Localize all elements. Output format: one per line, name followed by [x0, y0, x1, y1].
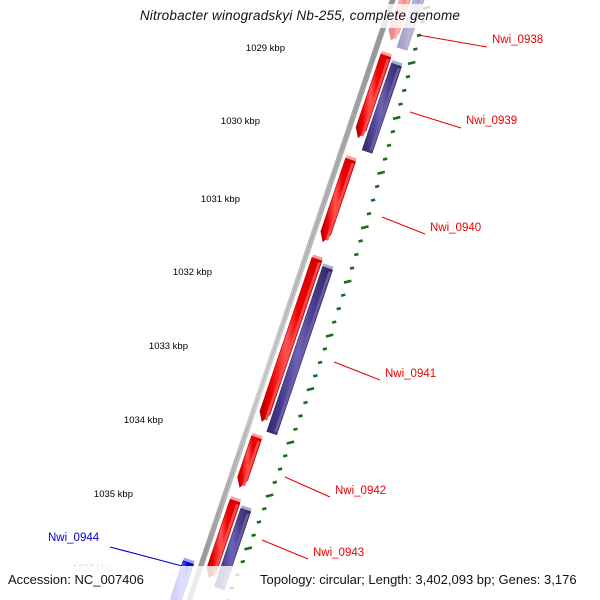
page-title: Nitrobacter winogradskyi Nb-255, complet… [139, 8, 461, 23]
label-leader-lines [109, 34, 488, 567]
gene-label-Nwi_0944[interactable]: Nwi_0944 [48, 532, 100, 544]
scale-tick-label: 1031 kbp [200, 194, 240, 205]
leader-line-Nwi_0943 [261, 539, 309, 560]
gene-label-Nwi_0940[interactable]: Nwi_0940 [430, 222, 482, 234]
scale-tick-label: 1033 kbp [148, 341, 188, 352]
scale-tick-label: 1030 kbp [220, 116, 260, 127]
gene-Nwi_0942-fwd [237, 432, 263, 488]
leader-line-Nwi_0944 [109, 546, 183, 567]
scale-tick-label: 1032 kbp [172, 267, 212, 278]
scale-tick-label: 1029 kbp [245, 43, 285, 54]
accession-text: Accession: NC_007406 [8, 572, 144, 587]
leader-line-Nwi_0942 [284, 476, 331, 498]
leader-line-Nwi_0940 [381, 216, 426, 235]
scale-tick-label: 1035 kbp [93, 489, 133, 500]
gene-label-Nwi_0942[interactable]: Nwi_0942 [335, 485, 387, 497]
scale-tick-marks [225, 5, 431, 600]
gene-label-Nwi_0939[interactable]: Nwi_0939 [466, 115, 518, 127]
genome-backbone [186, 0, 396, 600]
gene-label-Nwi_0938[interactable]: Nwi_0938 [492, 34, 544, 46]
footer-backdrop [0, 566, 600, 600]
gene-Nwi_0939-rev [361, 60, 403, 154]
title-backdrop [95, 4, 505, 28]
leader-line-Nwi_0938 [417, 34, 488, 48]
gene-features [169, 0, 425, 600]
gene-Nwi_0940-fwd [320, 155, 357, 243]
gene-Nwi_0941-fwd [259, 254, 324, 423]
gene-Nwi_0939-fwd [355, 50, 392, 139]
gene-Nwi_0943-fwd [206, 496, 242, 579]
gene-label-Nwi_0941[interactable]: Nwi_0941 [385, 368, 437, 380]
leader-line-Nwi_0939 [409, 111, 462, 129]
gene-label-Nwi_0943[interactable]: Nwi_0943 [313, 547, 365, 559]
gene-Nwi_0941-rev [266, 263, 334, 436]
leader-line-Nwi_0941 [333, 361, 381, 381]
genome-stats-text: Topology: circular; Length: 3,402,093 bp… [260, 572, 577, 587]
scale-tick-label: 1034 kbp [123, 415, 163, 426]
